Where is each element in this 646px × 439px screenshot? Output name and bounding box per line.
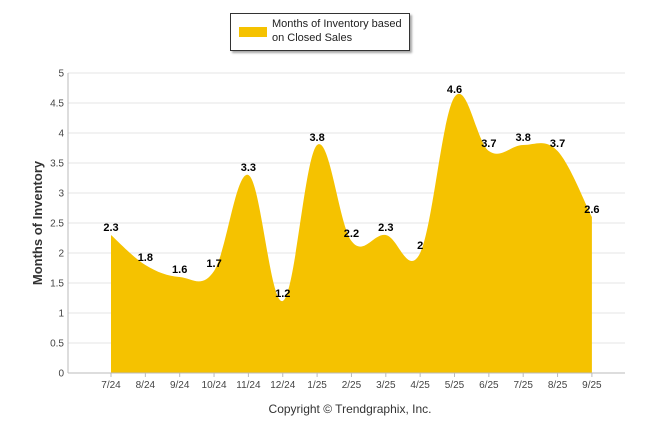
data-label: 2.6 bbox=[584, 204, 599, 216]
x-tick-label: 12/24 bbox=[270, 380, 295, 391]
x-tick-label: 7/25 bbox=[513, 380, 533, 391]
area-fill bbox=[111, 93, 592, 373]
y-tick-label: 3 bbox=[58, 189, 64, 200]
data-labels: 2.3 1.8 1.6 1.7 3.3 1.2 3.8 2.2 2.3 2 4.6 3.7 3.8 3.7… bbox=[103, 84, 599, 300]
legend-label: Months of Inventory based on Closed Sale… bbox=[272, 18, 402, 44]
x-tick-label: 3/25 bbox=[376, 380, 396, 391]
y-tick-label: 2 bbox=[58, 249, 64, 260]
y-tick-label: 5 bbox=[58, 69, 64, 80]
y-tick-label: 1.5 bbox=[50, 279, 64, 290]
x-tick-label: 8/25 bbox=[548, 380, 568, 391]
data-label: 3.3 bbox=[241, 162, 256, 174]
y-axis-title: Months of Inventory bbox=[30, 160, 45, 285]
axes bbox=[67, 73, 625, 374]
x-tick-labels: 7/24 8/24 9/24 10/24 11/24 12/24 1/25 2/25 3/25 4… bbox=[101, 373, 602, 391]
x-tick-label: 7/24 bbox=[101, 380, 121, 391]
data-label: 1.2 bbox=[275, 288, 290, 300]
area-series bbox=[111, 93, 592, 373]
x-tick-label: 2/25 bbox=[342, 380, 362, 391]
y-tick-labels: 0 0.5 1 1.5 2 2.5 3 3.5 4 4.5 5 bbox=[50, 69, 64, 380]
data-label: 2.2 bbox=[344, 228, 359, 240]
data-label: 1.7 bbox=[206, 258, 221, 270]
x-tick-label: 9/24 bbox=[170, 380, 190, 391]
data-label: 4.6 bbox=[447, 84, 462, 96]
data-label: 3.8 bbox=[516, 132, 531, 144]
data-label: 1.6 bbox=[172, 264, 187, 276]
x-tick-label: 10/24 bbox=[202, 380, 227, 391]
data-label: 3.8 bbox=[309, 132, 324, 144]
y-tick-label: 4 bbox=[58, 129, 64, 140]
x-tick-label: 5/25 bbox=[445, 380, 465, 391]
data-label: 1.8 bbox=[138, 252, 153, 264]
data-label: 2.3 bbox=[378, 222, 393, 234]
data-label: 2 bbox=[417, 240, 423, 252]
y-tick-label: 0.5 bbox=[50, 339, 64, 350]
y-tick-label: 4.5 bbox=[50, 99, 64, 110]
y-tick-label: 2.5 bbox=[50, 219, 64, 230]
y-tick-label: 3.5 bbox=[50, 159, 64, 170]
data-label: 3.7 bbox=[481, 138, 496, 150]
x-tick-label: 11/24 bbox=[236, 380, 261, 391]
x-tick-label: 4/25 bbox=[410, 380, 430, 391]
x-tick-label: 8/24 bbox=[136, 380, 156, 391]
x-tick-label: 9/25 bbox=[582, 380, 602, 391]
legend[interactable]: Months of Inventory based on Closed Sale… bbox=[230, 13, 410, 51]
data-label: 2.3 bbox=[103, 222, 118, 234]
y-tick-label: 0 bbox=[58, 369, 64, 380]
data-label: 3.7 bbox=[550, 138, 565, 150]
legend-swatch bbox=[239, 27, 267, 37]
y-tick-label: 1 bbox=[58, 309, 64, 320]
x-tick-label: 1/25 bbox=[307, 380, 327, 391]
x-tick-label: 6/25 bbox=[479, 380, 499, 391]
copyright-text: Copyright © Trendgraphix, Inc. bbox=[269, 402, 432, 416]
